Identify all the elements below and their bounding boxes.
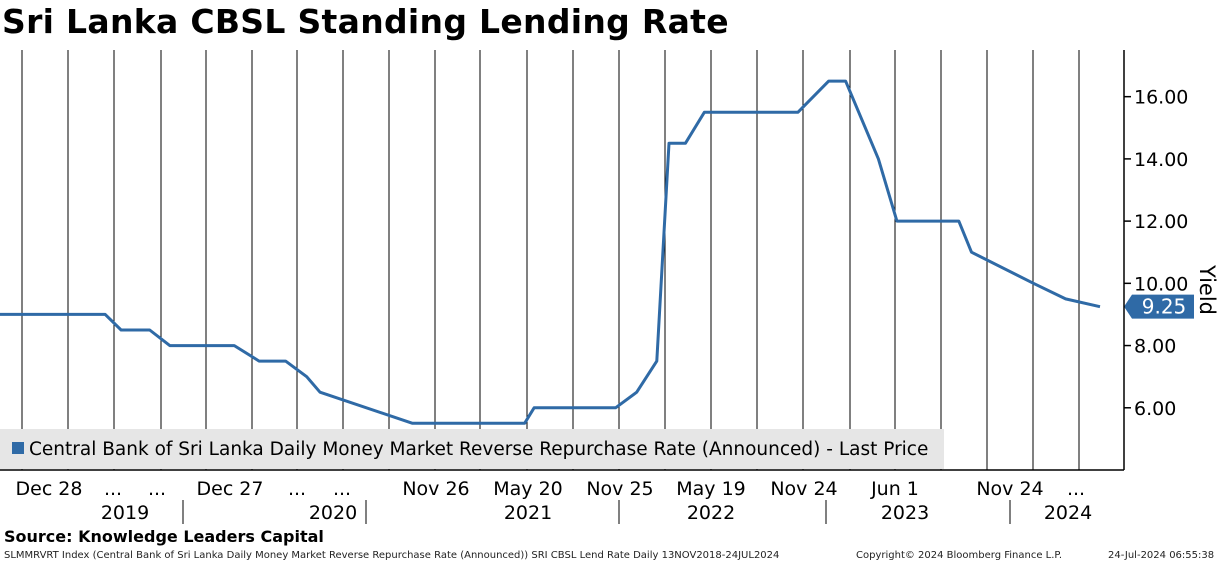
x-tick-label: Dec 27 <box>197 478 264 500</box>
x-tick-label: ... <box>333 478 351 500</box>
footer-timestamp: 24-Jul-2024 06:55:38 <box>1108 550 1215 561</box>
x-axis-ticks: Dec 28...... Dec 27...... Nov 26 May 20 Nov … <box>16 478 1092 524</box>
x-tick-label: May 19 <box>676 478 746 500</box>
y-tick-label: 6.00 <box>1134 398 1176 420</box>
x-year-label: 2020 <box>309 502 357 524</box>
y-axis-label: Yield <box>1195 264 1219 315</box>
x-tick-label: ... <box>148 478 166 500</box>
y-tick-label: 10.00 <box>1134 273 1188 295</box>
y-tick-label: 16.00 <box>1134 87 1188 109</box>
x-tick-label: Nov 25 <box>586 478 653 500</box>
y-tick-label: 12.00 <box>1134 211 1188 233</box>
x-year-label: 2019 <box>101 502 149 524</box>
series-line <box>0 79 1101 425</box>
x-year-label: 2022 <box>687 502 735 524</box>
x-tick-label: Jun 1 <box>870 478 919 500</box>
footer-description: SLMMRVRT Index (Central Bank of Sri Lank… <box>4 550 780 561</box>
x-year-label: 2023 <box>881 502 929 524</box>
legend-background <box>0 429 944 469</box>
x-tick-label: Dec 28 <box>16 478 83 500</box>
x-tick-label: Nov 24 <box>976 478 1043 500</box>
legend-swatch <box>12 442 24 454</box>
footer-copyright: Copyright© 2024 Bloomberg Finance L.P. <box>856 550 1063 561</box>
x-tick-label: Nov 26 <box>402 478 469 500</box>
x-tick-label: May 20 <box>493 478 563 500</box>
x-tick-label: ... <box>288 478 306 500</box>
x-tick-label: Nov 24 <box>770 478 837 500</box>
chart-title: Sri Lanka CBSL Standing Lending Rate <box>2 2 729 41</box>
legend[interactable]: Central Bank of Sri Lanka Daily Money Ma… <box>0 429 944 469</box>
source-note: Source: Knowledge Leaders Capital <box>4 527 324 546</box>
last-value-label: 9.25 <box>1142 295 1187 319</box>
last-value-badge <box>1124 294 1194 319</box>
x-year-label: 2021 <box>504 502 552 524</box>
y-tick-label: 14.00 <box>1134 149 1188 171</box>
x-tick-label: ... <box>1067 478 1085 500</box>
x-tick-label: ... <box>104 478 122 500</box>
y-axis-ticks: 6.00 8.00 10.00 12.00 14.00 16.00 <box>1124 87 1188 420</box>
last-value-marker: 9.25 <box>1124 294 1194 319</box>
legend-label: Central Bank of Sri Lanka Daily Money Ma… <box>29 439 928 460</box>
x-year-label: 2024 <box>1044 502 1092 524</box>
y-tick-label: 8.00 <box>1134 336 1176 358</box>
series-layer <box>0 79 1101 425</box>
